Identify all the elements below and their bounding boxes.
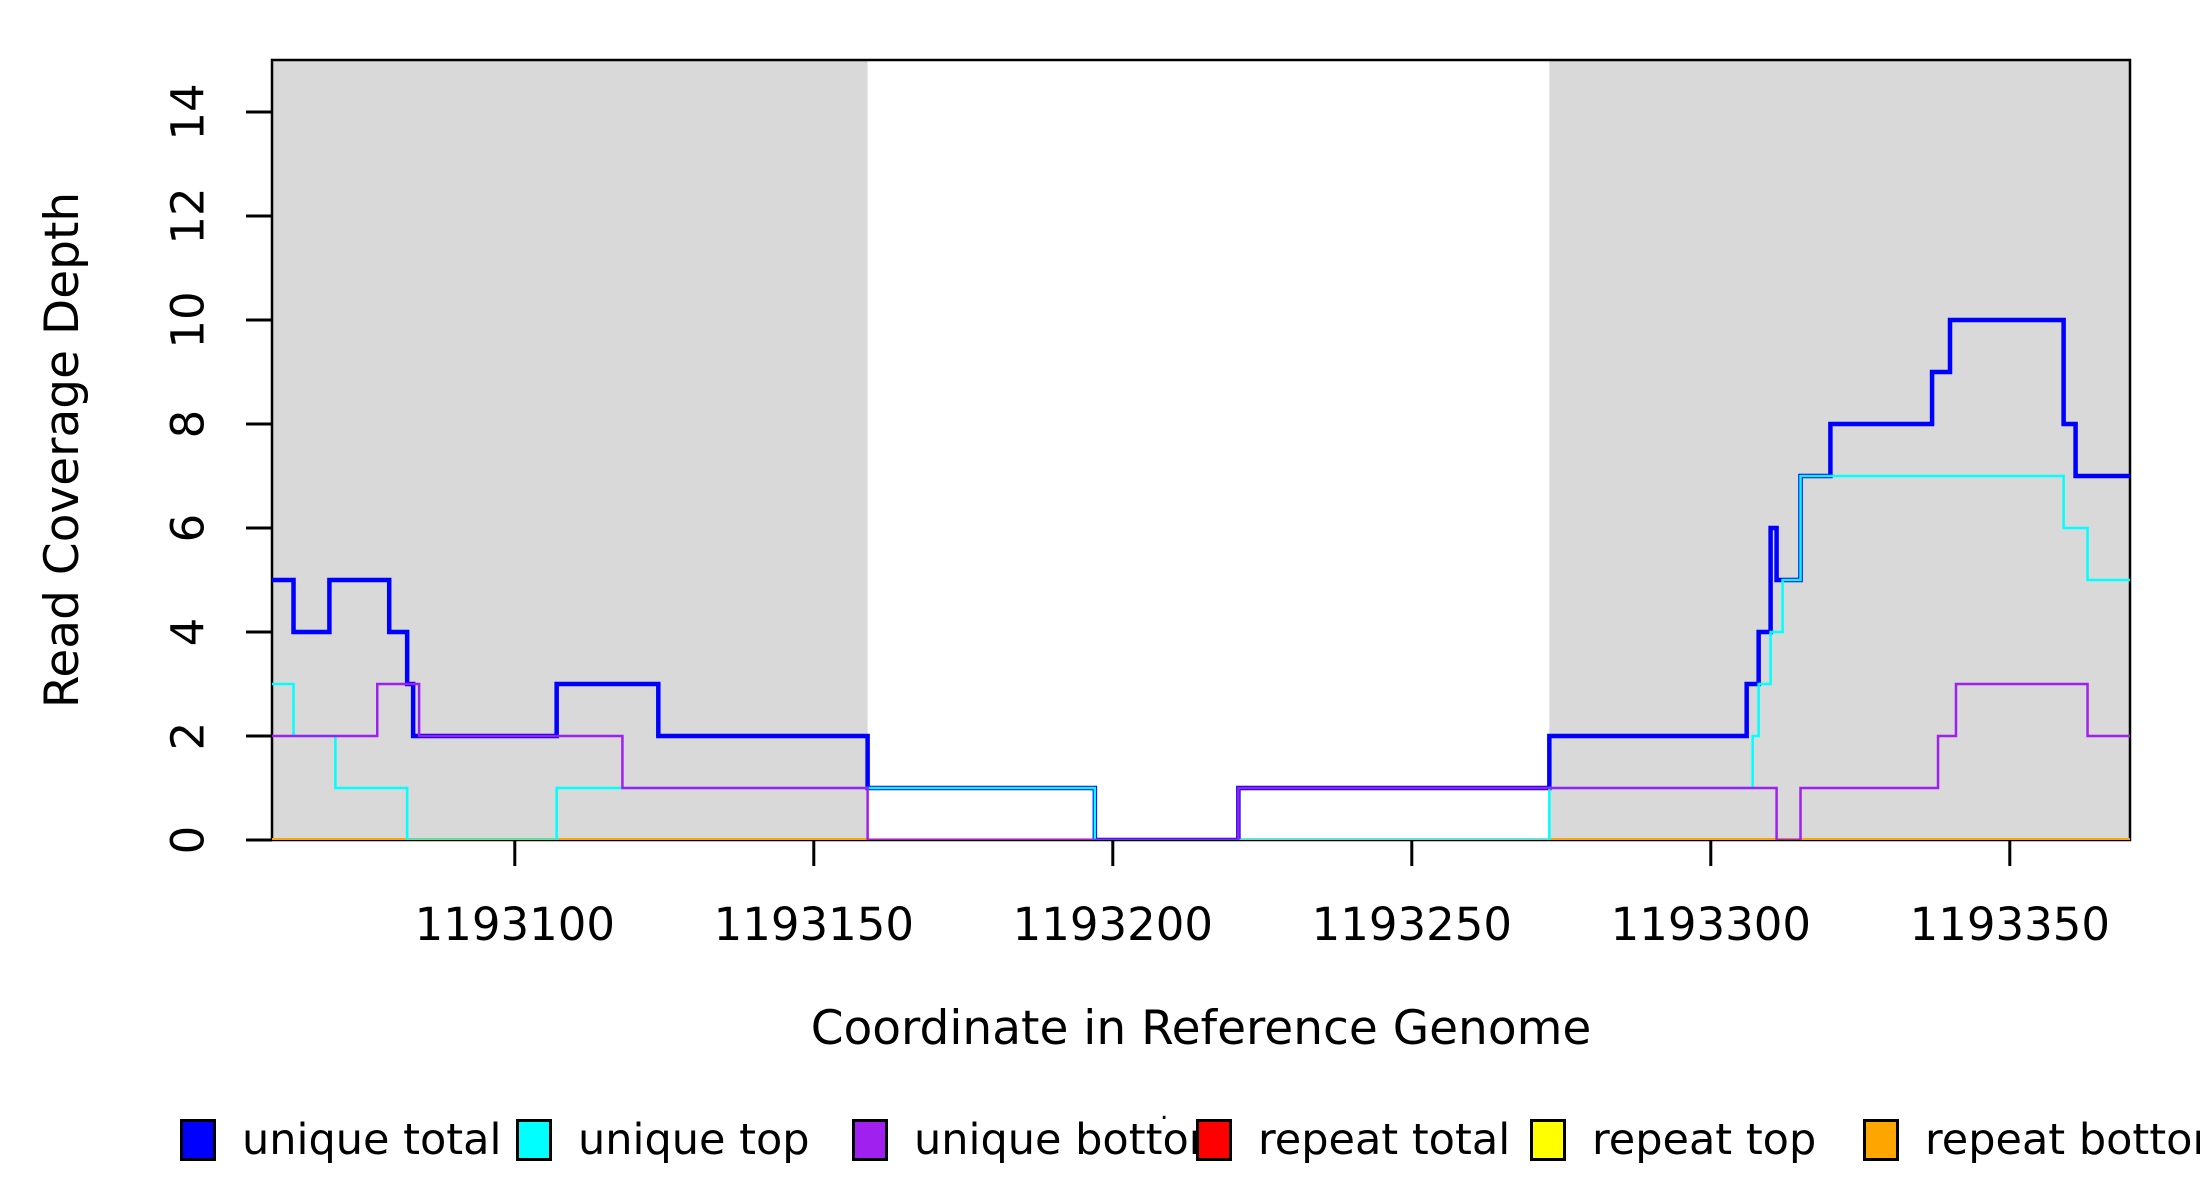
- unique-top-swatch-icon: [516, 1119, 552, 1161]
- y-tick-label: 14: [162, 83, 215, 140]
- y-tick-label: 0: [162, 826, 215, 855]
- x-tick-label: 1193350: [1910, 898, 2110, 951]
- x-tick-label: 1193200: [1013, 898, 1213, 951]
- x-axis-title: Coordinate in Reference Genome: [811, 1001, 1592, 1056]
- legend-item-repeat-total: repeat total: [1196, 1108, 1510, 1172]
- repeat-bottom-swatch-icon: [1863, 1119, 1899, 1161]
- unique-bottom-swatch-icon: [852, 1119, 888, 1161]
- x-tick-label: 1193150: [714, 898, 914, 951]
- legend: unique total unique top unique bottom re…: [0, 1108, 2200, 1178]
- series-unique-total-line: [272, 317, 2130, 840]
- legend-item-unique-top: unique top: [516, 1108, 810, 1172]
- y-tick-label: 10: [162, 291, 215, 348]
- y-tick-label: 4: [162, 618, 215, 647]
- legend-label: repeat total: [1258, 1114, 1511, 1165]
- x-tick-label: 1193100: [415, 898, 615, 951]
- legend-label: repeat top: [1592, 1114, 1817, 1165]
- legend-item-unique-total: unique total: [180, 1108, 501, 1172]
- y-tick-label: 12: [162, 187, 215, 244]
- series-unique-bottom-line: [272, 682, 2130, 840]
- y-tick-label: 8: [162, 410, 215, 439]
- y-tick-label: 6: [162, 514, 215, 543]
- repeat-region-shading: [1549, 60, 2130, 840]
- legend-item-repeat-top: repeat top: [1530, 1108, 1816, 1172]
- stray-dot: .: [1160, 1096, 1169, 1126]
- x-tick-label: 1193300: [1611, 898, 1811, 951]
- plot-render-layer: 1193100 1193150 1193200 1193250 1193300 11933…: [162, 58, 2132, 951]
- y-tick-label: 2: [162, 722, 215, 751]
- repeat-region-shading: [272, 60, 868, 840]
- repeat-top-swatch-icon: [1530, 1119, 1566, 1161]
- y-axis-title: Read Coverage Depth: [35, 192, 90, 708]
- legend-item-unique-bottom: unique bottom: [852, 1108, 1231, 1172]
- unique-total-swatch-icon: [180, 1119, 216, 1161]
- legend-label: unique bottom: [914, 1114, 1231, 1165]
- series-unique-top-line: [272, 474, 2130, 840]
- series-lines: [272, 317, 2130, 840]
- x-tick-label: 1193250: [1312, 898, 1512, 951]
- legend-label: repeat bottom: [1925, 1114, 2200, 1165]
- legend-label: unique total: [242, 1114, 502, 1165]
- legend-item-repeat-bottom: repeat bottom: [1863, 1108, 2200, 1172]
- repeat-total-swatch-icon: [1196, 1119, 1232, 1161]
- legend-label: unique top: [578, 1114, 810, 1165]
